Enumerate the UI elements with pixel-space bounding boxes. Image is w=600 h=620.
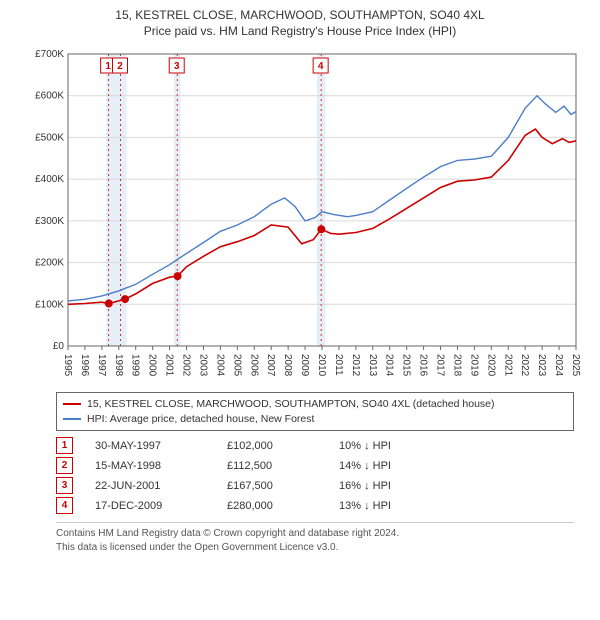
svg-text:1998: 1998: [113, 354, 124, 377]
svg-text:2013: 2013: [367, 354, 378, 377]
svg-text:2025: 2025: [570, 354, 580, 377]
legend-item-property: 15, KESTREL CLOSE, MARCHWOOD, SOUTHAMPTO…: [63, 397, 567, 412]
copyright-line2: This data is licensed under the Open Gov…: [56, 541, 574, 555]
sale-marker: 3: [56, 477, 73, 494]
svg-text:2023: 2023: [536, 354, 547, 377]
sale-diff: 10% ↓ HPI: [339, 440, 459, 452]
svg-text:1995: 1995: [62, 354, 73, 377]
svg-text:2000: 2000: [147, 354, 158, 377]
svg-text:1: 1: [105, 61, 111, 72]
sales-row: 2 15-MAY-1998 £112,500 14% ↓ HPI: [56, 457, 574, 474]
sale-diff: 14% ↓ HPI: [339, 460, 459, 472]
svg-text:2003: 2003: [197, 354, 208, 377]
svg-text:2014: 2014: [384, 354, 395, 377]
sale-price: £112,500: [227, 460, 317, 472]
copyright-line1: Contains HM Land Registry data © Crown c…: [56, 527, 574, 541]
sale-price: £102,000: [227, 440, 317, 452]
svg-text:2012: 2012: [350, 354, 361, 377]
sale-date: 17-DEC-2009: [95, 500, 205, 512]
svg-text:2021: 2021: [502, 354, 513, 377]
sale-date: 15-MAY-1998: [95, 460, 205, 472]
svg-text:2: 2: [117, 61, 123, 72]
legend-label-hpi: HPI: Average price, detached house, New …: [87, 412, 314, 427]
svg-text:2004: 2004: [214, 354, 225, 377]
title-address: 15, KESTREL CLOSE, MARCHWOOD, SOUTHAMPTO…: [6, 8, 594, 22]
svg-text:2010: 2010: [316, 354, 327, 377]
legend-swatch-property: [63, 403, 81, 405]
legend-item-hpi: HPI: Average price, detached house, New …: [63, 412, 567, 427]
svg-text:4: 4: [318, 61, 324, 72]
legend: 15, KESTREL CLOSE, MARCHWOOD, SOUTHAMPTO…: [56, 392, 574, 431]
svg-text:2022: 2022: [519, 354, 530, 377]
svg-text:3: 3: [174, 61, 180, 72]
svg-text:2019: 2019: [468, 354, 479, 377]
svg-text:£300K: £300K: [35, 216, 64, 227]
sale-marker: 1: [56, 437, 73, 454]
legend-label-property: 15, KESTREL CLOSE, MARCHWOOD, SOUTHAMPTO…: [87, 397, 495, 412]
sale-price: £167,500: [227, 480, 317, 492]
legend-swatch-hpi: [63, 418, 81, 420]
svg-text:1997: 1997: [96, 354, 107, 377]
svg-text:2018: 2018: [451, 354, 462, 377]
svg-text:£500K: £500K: [35, 132, 64, 143]
svg-text:£0: £0: [53, 341, 65, 352]
svg-text:2017: 2017: [435, 354, 446, 377]
svg-text:2016: 2016: [418, 354, 429, 377]
svg-text:2005: 2005: [231, 354, 242, 377]
sale-diff: 16% ↓ HPI: [339, 480, 459, 492]
svg-text:£600K: £600K: [35, 91, 64, 102]
svg-text:£200K: £200K: [35, 258, 64, 269]
svg-text:2020: 2020: [485, 354, 496, 377]
sale-date: 30-MAY-1997: [95, 440, 205, 452]
svg-text:2008: 2008: [282, 354, 293, 377]
svg-text:2006: 2006: [248, 354, 259, 377]
svg-text:2009: 2009: [299, 354, 310, 377]
sale-price: £280,000: [227, 500, 317, 512]
svg-text:2015: 2015: [401, 354, 412, 377]
sale-date: 22-JUN-2001: [95, 480, 205, 492]
svg-text:1999: 1999: [130, 354, 141, 377]
copyright: Contains HM Land Registry data © Crown c…: [56, 522, 574, 554]
title-subtitle: Price paid vs. HM Land Registry's House …: [6, 24, 594, 38]
sale-diff: 13% ↓ HPI: [339, 500, 459, 512]
svg-text:2007: 2007: [265, 354, 276, 377]
sale-marker: 4: [56, 497, 73, 514]
price-chart: £0 £100K £200K £300K £400K £500K £600K £700K 199…: [20, 46, 580, 386]
sales-table: 1 30-MAY-1997 £102,000 10% ↓ HPI 2 15-MAY-199…: [56, 437, 574, 514]
svg-text:2024: 2024: [553, 354, 564, 377]
chart-titles: 15, KESTREL CLOSE, MARCHWOOD, SOUTHAMPTO…: [6, 8, 594, 38]
sales-row: 4 17-DEC-2009 £280,000 13% ↓ HPI: [56, 497, 574, 514]
svg-text:1996: 1996: [79, 354, 90, 377]
svg-text:2001: 2001: [164, 354, 175, 377]
svg-text:£100K: £100K: [35, 299, 64, 310]
svg-text:2002: 2002: [181, 354, 192, 377]
sale-marker: 2: [56, 457, 73, 474]
sales-row: 3 22-JUN-2001 £167,500 16% ↓ HPI: [56, 477, 574, 494]
svg-text:£400K: £400K: [35, 174, 64, 185]
sales-row: 1 30-MAY-1997 £102,000 10% ↓ HPI: [56, 437, 574, 454]
svg-text:£700K: £700K: [35, 49, 64, 60]
svg-text:2011: 2011: [333, 354, 344, 376]
